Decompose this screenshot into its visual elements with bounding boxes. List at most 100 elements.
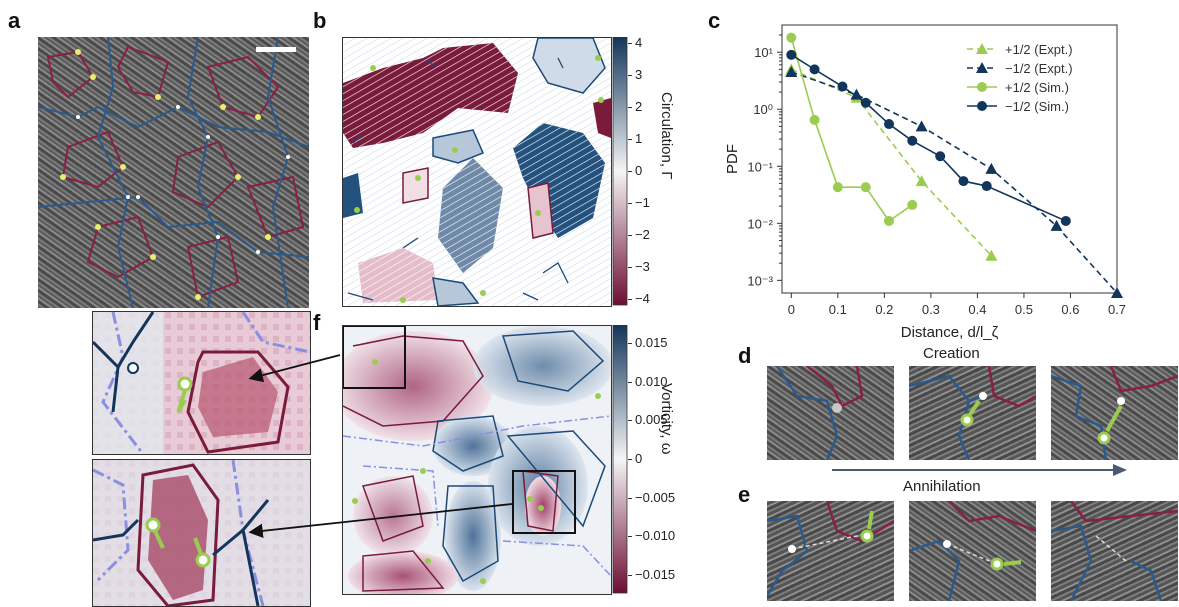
- caption-creation: Creation: [923, 345, 980, 362]
- annihilation-frame-1: [767, 501, 894, 601]
- data-point-1-0: [785, 65, 798, 77]
- x-tick-label: 0.1: [829, 302, 847, 317]
- plot-frame: [781, 24, 1118, 294]
- panel-label-f: f: [313, 310, 321, 335]
- colorbar-b: [612, 37, 628, 306]
- colorbar_f-tick-0: 0.015: [635, 335, 668, 350]
- data-point-3-4: [884, 119, 895, 130]
- data-point-1-3: [985, 162, 998, 174]
- colorbar_f-tickmark-0: [628, 343, 632, 344]
- zoom-box-top: [343, 326, 406, 389]
- creation-frame-3: [1051, 366, 1178, 460]
- colorbar_f-tick-3: 0: [635, 451, 643, 466]
- panel-label-a: a: [8, 8, 21, 33]
- series-line-1: [791, 71, 1118, 294]
- legend-label-2: +1/2 (Sim.): [1005, 80, 1069, 95]
- panel-a-image: [38, 37, 309, 308]
- creation-frame-1: [767, 366, 894, 460]
- data-point-2-4: [884, 215, 895, 226]
- data-point-1-1: [850, 88, 863, 100]
- zoom-inset-bottom: [92, 459, 311, 607]
- data-point-1-5: [1111, 287, 1123, 298]
- data-point-2-2: [832, 182, 843, 193]
- colorbar_b-tick-0: 4: [635, 35, 643, 50]
- time-arrow: [832, 464, 1127, 476]
- y-tick-label: 10¹: [754, 45, 773, 60]
- x-tick-label: 0.4: [968, 302, 986, 317]
- x-tick-label: 0.3: [922, 302, 940, 317]
- legend-label-0: +1/2 (Expt.): [1005, 42, 1073, 57]
- legend-marker-1: [976, 62, 988, 73]
- colorbar_b-tickmark-8: [628, 299, 632, 300]
- panel-c-pdf-chart: 0 0.1 0.2 0.3 0.4 0.5 0.6 0.7 10¹ 10⁰ 10⁻¹ 10⁻² 10⁻³…: [724, 24, 1126, 341]
- data-point-3-9: [1060, 215, 1071, 226]
- colorbar_b-tick-2: 2: [635, 99, 643, 114]
- legend-marker-3: [977, 101, 987, 111]
- colorbar_b-tickmark-7: [628, 267, 632, 268]
- colorbar_b-tick-8: −4: [635, 291, 650, 306]
- series-line-2: [790, 37, 913, 223]
- colorbar_b-tick-6: −2: [635, 227, 650, 242]
- caption-annihilation: Annihilation: [903, 478, 981, 495]
- panel-b-circulation-map: [342, 37, 612, 307]
- data-point-3-1: [809, 64, 820, 75]
- data-point-3-7: [958, 176, 969, 187]
- annihilation-frame-2: [909, 501, 1036, 601]
- data-point-3-2: [837, 81, 848, 92]
- y-tick-label: 10⁻²: [747, 216, 773, 231]
- colorbar_b-tick-3: 1: [635, 131, 643, 146]
- series-line-0: [790, 68, 992, 257]
- data-point-3-6: [935, 151, 946, 162]
- data-point-3-3: [860, 97, 871, 108]
- panel-label-d: d: [738, 343, 752, 368]
- data-point-2-3: [860, 182, 871, 193]
- zoom-arrow-bottom: [248, 503, 513, 539]
- colorbar-b-label: Circulation, Γ: [658, 92, 675, 180]
- data-point-1-2: [915, 120, 928, 132]
- data-point-0-3: [985, 249, 998, 261]
- colorbar_b-tickmark-4: [628, 171, 632, 172]
- panel-label-e: e: [738, 482, 751, 507]
- colorbar_b-tickmark-1: [628, 75, 632, 76]
- data-point-1-4: [1050, 219, 1063, 231]
- colorbar_f-tickmark-1: [628, 381, 632, 383]
- data-point-3-8: [981, 181, 992, 192]
- colorbar_b-tickmark-3: [628, 139, 632, 140]
- colorbar_b-tickmark-5: [628, 203, 632, 204]
- colorbar_b-tick-7: −3: [635, 259, 650, 274]
- x-tick-label: 0.6: [1061, 302, 1079, 317]
- colorbar_f-tickmark-2: [628, 420, 632, 422]
- legend-marker-0: [976, 43, 988, 54]
- panel-label-b: b: [313, 8, 327, 33]
- panel-label-c: c: [708, 8, 721, 33]
- colorbar_f-tickmark-5: [628, 536, 632, 538]
- annihilation-frame-3: [1051, 501, 1178, 601]
- data-point-3-5: [907, 135, 918, 146]
- colorbar_b-tick-4: 0: [635, 163, 643, 178]
- x-tick-label: 0.2: [875, 302, 893, 317]
- colorbar_f-tick-6: −0.015: [635, 567, 676, 582]
- colorbar_f-tickmark-6: [628, 575, 632, 576]
- colorbar_f-tick-5: −0.010: [635, 528, 676, 544]
- x-tick-label: 0.5: [1015, 302, 1033, 317]
- colorbar_b-tickmark-0: [628, 43, 632, 44]
- scale-bar: [256, 47, 296, 52]
- colorbar_f-tickmark-4: [628, 497, 632, 499]
- zoom-inset-top: [92, 311, 311, 455]
- creation-frame-2: [909, 366, 1036, 460]
- data-point-2-0: [786, 32, 797, 43]
- panel-f-vorticity-map: [342, 325, 612, 595]
- y-tick-label: 10⁰: [753, 102, 773, 117]
- y-axis-label: PDF: [724, 144, 741, 174]
- data-point-2-1: [809, 114, 820, 125]
- series-line-3: [790, 54, 1067, 222]
- x-axis-label: Distance, d/l_ζ: [901, 324, 999, 341]
- y-tick-label: 10⁻¹: [747, 159, 773, 174]
- x-tick-label: 0.7: [1108, 302, 1126, 317]
- colorbar_f-tick-2: 0.005: [635, 412, 668, 428]
- colorbar_b-tick-5: −1: [635, 195, 650, 210]
- colorbar_f-tickmark-3: [628, 459, 632, 460]
- data-point-0-2: [915, 175, 928, 187]
- legend-label-3: −1/2 (Sim.): [1005, 99, 1069, 114]
- colorbar-f: [612, 325, 628, 594]
